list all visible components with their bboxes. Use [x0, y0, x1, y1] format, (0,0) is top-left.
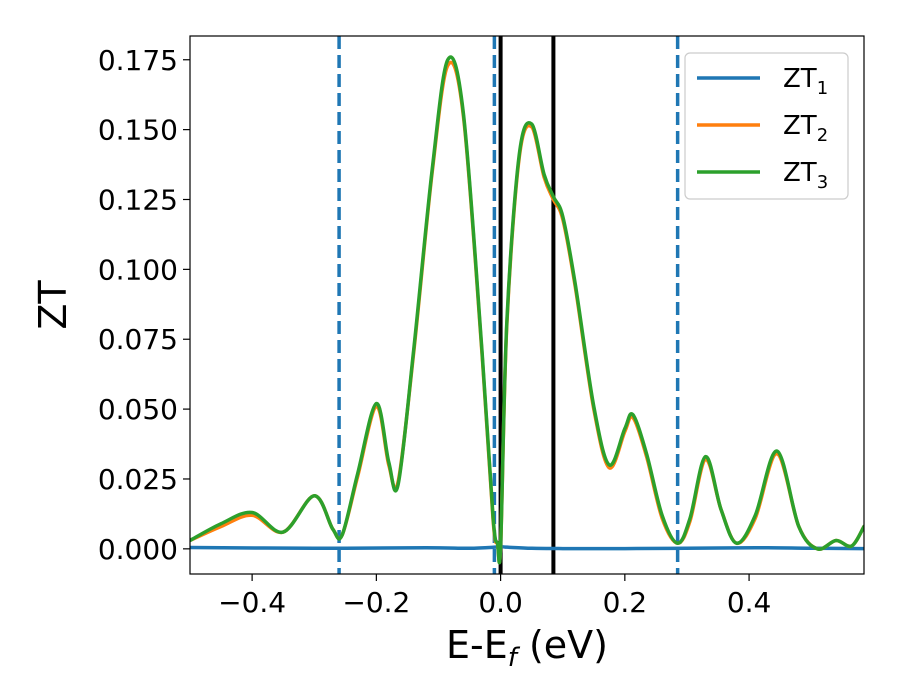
x-tick-label: −0.2 [342, 586, 410, 619]
x-tick-label: −0.4 [218, 586, 286, 619]
x-tick-label: 0.2 [603, 586, 648, 619]
series-line-3 [190, 55, 864, 565]
y-tick-label: 0.050 [98, 393, 178, 426]
x-axis-label: E-Ef (eV) [446, 623, 608, 673]
y-tick-label: 0.150 [98, 114, 178, 147]
x-tick-label: 0.4 [727, 586, 772, 619]
y-tick-label: 0.075 [98, 323, 178, 356]
legend-label-3: ZT3 [783, 158, 828, 193]
y-tick-label: 0.000 [98, 533, 178, 566]
plot-area [190, 36, 864, 574]
y-tick-label: 0.175 [98, 44, 178, 77]
legend-box [684, 52, 849, 200]
x-tick-label: 0.0 [478, 586, 523, 619]
y-tick-label: 0.100 [98, 253, 178, 286]
series-line-1 [190, 545, 864, 551]
axes-frame [189, 35, 865, 575]
y-axis-label: ZT [31, 280, 75, 330]
axes: −0.4 −0.2 0.0 0.2 0.4 0.000 0.025 0.050 0.075 0.1… [31, 35, 865, 673]
y-tick-label: 0.025 [98, 463, 178, 496]
legend: ZT1 ZT2 ZT3 [684, 52, 849, 200]
legend-label-2: ZT2 [783, 111, 828, 146]
legend-label-1: ZT1 [783, 64, 828, 99]
y-tick-label: 0.125 [98, 183, 178, 216]
